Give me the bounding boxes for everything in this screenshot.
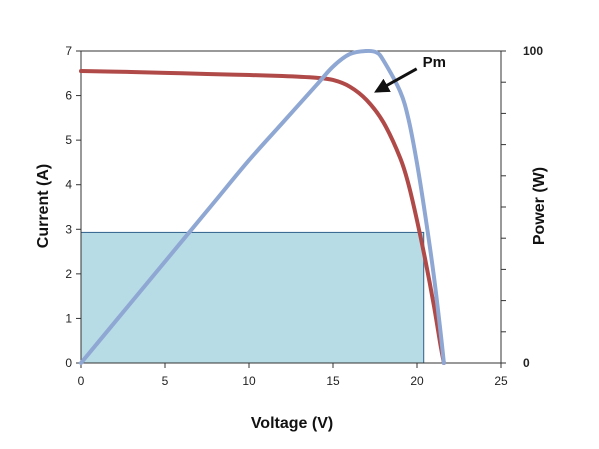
x-tick-label: 0	[78, 374, 85, 388]
y-axis-title: Current (A)	[35, 164, 52, 248]
pm-annotation-label: Pm	[423, 54, 446, 71]
y-tick-label: 5	[65, 133, 72, 147]
x-tick-label: 15	[326, 374, 340, 388]
y2-tick-label: 100	[523, 44, 543, 58]
max-power-rectangle	[80, 231, 425, 364]
x-axis-title: Voltage (V)	[251, 415, 333, 432]
series-layer	[79, 48, 446, 365]
current-curve-line	[79, 69, 446, 365]
y-tick-label: 4	[65, 178, 72, 192]
y-tick-label: 0	[65, 356, 72, 370]
y-tick-label: 2	[65, 267, 72, 281]
pm-annotation-arrow	[374, 67, 418, 93]
annotation-layer: Pm	[374, 54, 446, 93]
axes-layer: 0 5 10 15 20 25 0 1 2 3 4 5 6 7 0 100	[65, 44, 543, 388]
y2-tick-label: 0	[523, 356, 530, 370]
y-tick-label: 3	[65, 222, 72, 236]
y-tick-label: 7	[65, 44, 72, 58]
y-tick-label: 1	[65, 311, 72, 325]
power-curve-line	[79, 48, 446, 365]
y-tick-label: 6	[65, 89, 72, 103]
x-tick-label: 10	[242, 374, 256, 388]
max-power-rectangle-layer	[80, 231, 425, 364]
x-tick-label: 25	[494, 374, 508, 388]
x-tick-label: 5	[162, 374, 169, 388]
x-tick-label: 20	[410, 374, 424, 388]
y2-axis-title: Power (W)	[531, 167, 548, 245]
